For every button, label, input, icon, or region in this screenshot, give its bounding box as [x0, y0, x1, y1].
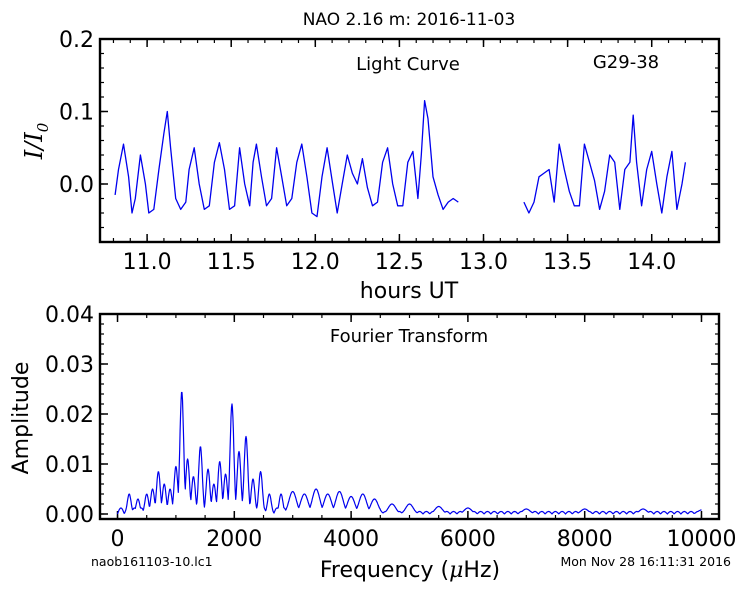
- light-curve-segment-0: [114, 99, 459, 218]
- x-tick-label: 6000: [440, 527, 496, 552]
- light-curve-panel: Light Curve G29-38 hours UT I/I0 11.0 11.…: [20, 28, 721, 304]
- light-curve-ticks: 11.0 11.5 12.0 12.5 13.0 13.5 14.0 0.0 0.1 0.2: [59, 28, 720, 275]
- y-tick-label: 0.0: [59, 173, 94, 198]
- y-tick-label: 0.02: [45, 403, 94, 428]
- fourier-panel: Fourier Transform Frequency (μHz) Amplit…: [9, 303, 736, 583]
- x-tick-label: 13.0: [459, 250, 508, 275]
- y-tick-label: 0.00: [45, 503, 94, 528]
- ylabel-subscript: 0: [34, 122, 52, 132]
- fourier-title: Fourier Transform: [330, 326, 488, 347]
- fourier-ylabel: Amplitude: [9, 362, 34, 475]
- x-tick-label: 13.5: [543, 250, 592, 275]
- x-tick-label: 8000: [557, 527, 613, 552]
- xlabel-post: Hz): [463, 558, 500, 583]
- fourier-series: [116, 391, 702, 515]
- footer-filename: naob161103-10.lc1: [91, 554, 213, 569]
- x-tick-label: 4000: [323, 527, 379, 552]
- light-curve-title: Light Curve: [356, 54, 460, 75]
- x-tick-label: 0: [111, 527, 125, 552]
- footer-timestamp: Mon Nov 28 16:11:31 2016: [560, 554, 731, 569]
- y-tick-label: 0.03: [45, 353, 94, 378]
- ylabel-main: I/I: [20, 132, 48, 161]
- x-tick-label: 12.0: [291, 250, 340, 275]
- light-curve-segment-1: [523, 114, 687, 214]
- fourier-ticks: 0 2000 4000 6000 8000 10000 0.00 0.01 0.02 0.03 0.…: [45, 303, 736, 552]
- figure-title: NAO 2.16 m: 2016-11-03: [303, 10, 516, 30]
- y-tick-label: 0.2: [59, 28, 94, 53]
- x-tick-label: 10000: [666, 527, 736, 552]
- y-tick-label: 0.01: [45, 453, 94, 478]
- y-tick-label: 0.1: [59, 101, 94, 126]
- fourier-spectrum-line: [116, 391, 702, 515]
- xlabel-pre: Frequency (: [320, 558, 449, 583]
- light-curve-series: [114, 99, 687, 218]
- y-tick-label: 0.04: [45, 303, 94, 328]
- object-label: G29-38: [593, 52, 659, 73]
- x-tick-label: 12.5: [375, 250, 424, 275]
- xlabel-mu: μ: [449, 558, 463, 583]
- x-tick-label: 11.5: [207, 250, 256, 275]
- x-tick-label: 11.0: [123, 250, 172, 275]
- light-curve-ylabel: I/I0: [20, 122, 52, 160]
- light-curve-xlabel: hours UT: [360, 279, 459, 304]
- x-tick-label: 2000: [206, 527, 262, 552]
- x-tick-label: 14.0: [627, 250, 676, 275]
- fourier-xlabel: Frequency (μHz): [320, 558, 500, 583]
